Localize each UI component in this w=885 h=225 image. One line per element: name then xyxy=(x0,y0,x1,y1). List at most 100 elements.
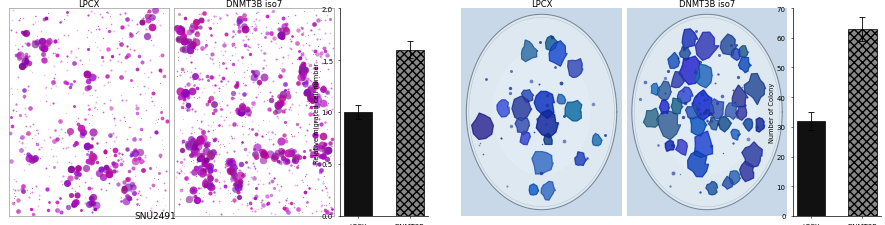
Point xyxy=(319,204,334,207)
Point xyxy=(105,112,119,116)
Point xyxy=(223,177,237,180)
Point xyxy=(308,54,322,57)
Point xyxy=(272,116,286,120)
Point xyxy=(291,164,305,167)
Point xyxy=(233,191,247,194)
Point xyxy=(196,169,211,173)
Point xyxy=(291,29,305,32)
Point xyxy=(172,93,186,97)
Point xyxy=(33,194,47,197)
Point xyxy=(308,157,322,160)
Point xyxy=(270,115,284,118)
Point xyxy=(32,147,46,151)
Point xyxy=(26,40,40,43)
Point xyxy=(689,30,704,34)
Point xyxy=(262,120,276,123)
Point xyxy=(42,103,57,107)
Point xyxy=(197,112,212,116)
Point xyxy=(128,158,142,162)
Point xyxy=(47,139,61,143)
Point xyxy=(194,149,208,153)
Point xyxy=(7,201,21,204)
Point xyxy=(136,160,150,163)
Point xyxy=(81,142,95,146)
Point xyxy=(698,110,712,114)
Point xyxy=(289,183,304,187)
Point xyxy=(85,94,99,97)
Point xyxy=(170,75,184,79)
Point xyxy=(292,50,306,54)
Point xyxy=(96,111,111,115)
Point xyxy=(693,112,707,116)
Point xyxy=(265,94,279,98)
Point xyxy=(94,175,108,179)
Point xyxy=(700,120,714,124)
Point xyxy=(119,199,134,203)
Point xyxy=(190,141,204,144)
Point xyxy=(60,11,74,15)
Point xyxy=(315,145,329,148)
Point xyxy=(129,107,143,111)
Point xyxy=(5,202,19,205)
Point xyxy=(80,145,94,149)
Point xyxy=(248,166,262,170)
Point xyxy=(141,87,155,90)
Point xyxy=(192,127,206,130)
Point xyxy=(295,70,309,74)
Point xyxy=(206,62,220,65)
Point xyxy=(295,74,309,77)
Point xyxy=(121,169,135,173)
Point xyxy=(83,32,97,35)
Point xyxy=(126,86,140,90)
Point xyxy=(181,181,195,185)
Point xyxy=(317,146,331,150)
Point xyxy=(735,85,750,89)
Point xyxy=(189,148,204,151)
Point xyxy=(45,84,59,87)
Point xyxy=(183,55,197,59)
Point xyxy=(63,86,77,90)
Point xyxy=(277,206,291,209)
Point xyxy=(62,133,76,137)
Point xyxy=(198,159,212,162)
Point xyxy=(259,32,273,36)
Point xyxy=(298,56,312,60)
Point xyxy=(125,151,139,155)
Point xyxy=(221,168,235,171)
Point xyxy=(296,69,311,73)
Point xyxy=(106,119,120,123)
Point xyxy=(212,87,227,90)
Point xyxy=(41,127,55,131)
Point xyxy=(174,149,189,152)
Point xyxy=(285,35,299,38)
Point xyxy=(297,11,312,14)
Point xyxy=(319,104,334,107)
Point xyxy=(224,168,238,172)
Point xyxy=(297,61,312,65)
Point xyxy=(228,176,242,180)
Point xyxy=(276,110,290,114)
Point xyxy=(20,132,35,136)
Point xyxy=(242,46,257,50)
Point xyxy=(290,42,304,45)
Point xyxy=(181,40,196,44)
Point xyxy=(103,135,117,138)
Point xyxy=(253,179,267,182)
Point xyxy=(319,63,333,66)
Point xyxy=(155,143,169,147)
Point xyxy=(317,47,331,51)
Point xyxy=(312,117,326,120)
Point xyxy=(598,134,612,137)
Point xyxy=(245,105,259,109)
Point xyxy=(305,88,319,91)
Point xyxy=(273,152,288,156)
Point xyxy=(189,27,204,30)
Point xyxy=(272,72,286,76)
Point xyxy=(189,43,204,47)
Point xyxy=(28,15,42,19)
Point xyxy=(273,146,288,150)
Point xyxy=(190,48,204,52)
Point xyxy=(257,119,271,123)
Point xyxy=(296,150,311,153)
Point xyxy=(697,112,712,116)
